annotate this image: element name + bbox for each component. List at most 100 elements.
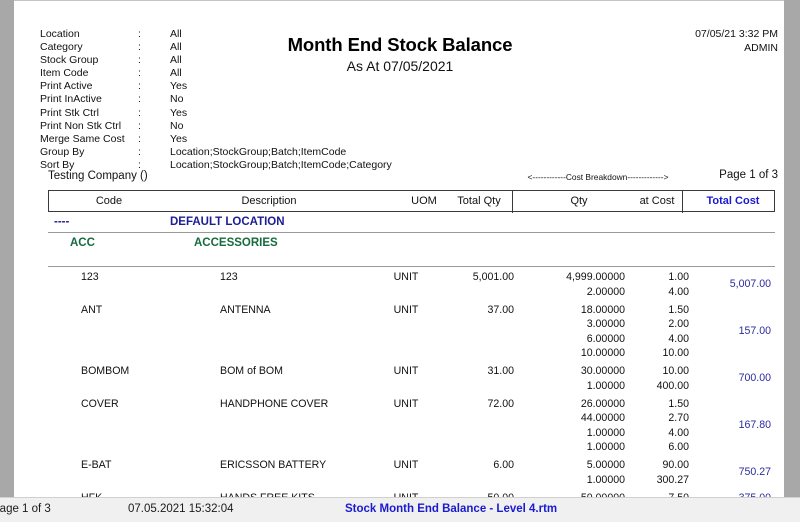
parameter-label: Merge Same Cost bbox=[40, 132, 125, 145]
breakdown-qty: 18.00000 bbox=[580, 303, 625, 316]
parameter-label: Print Stk Ctrl bbox=[40, 106, 99, 119]
parameter-value: All bbox=[170, 41, 182, 54]
breakdown-at-cost: 400.00 bbox=[656, 379, 689, 392]
print-user: ADMIN bbox=[744, 41, 778, 54]
parameter-row: Stock Group: All bbox=[40, 54, 392, 67]
column-header-code: Code bbox=[95, 195, 123, 207]
item-description: BOM of BOM bbox=[220, 365, 283, 377]
parameter-label: Location bbox=[40, 28, 80, 40]
parameter-colon: : bbox=[138, 106, 141, 119]
parameter-value: All bbox=[170, 54, 182, 67]
breakdown-at-cost: 4.00 bbox=[668, 332, 689, 345]
item-total-cost: 157.00 bbox=[738, 325, 771, 338]
cost-breakdown-span-label: <------------Cost Breakdown-------------… bbox=[527, 172, 669, 182]
breakdown-qty: 26.00000 bbox=[580, 397, 625, 410]
stock-group-code: ACC bbox=[70, 237, 95, 249]
page-of-label: Page 1 of 3 bbox=[719, 169, 778, 181]
parameter-label: Category bbox=[40, 41, 83, 54]
item-uom: UNIT bbox=[393, 271, 419, 283]
item-uom: UNIT bbox=[393, 397, 419, 410]
parameter-value: Yes bbox=[170, 80, 188, 93]
parameter-value: All bbox=[170, 67, 182, 80]
item-code: 123 bbox=[81, 271, 99, 283]
company-name: Testing Company () bbox=[48, 170, 148, 182]
status-report-file[interactable]: Stock Month End Balance - Level 4.rtm bbox=[345, 503, 558, 515]
parameter-value: No bbox=[170, 119, 184, 132]
item-description: ERICSSON BATTERY bbox=[220, 459, 327, 471]
header-divider-left bbox=[512, 191, 513, 213]
breakdown-qty: 1.00000 bbox=[586, 441, 625, 453]
items-top-rule bbox=[48, 266, 775, 267]
breakdown-qty: 6.00000 bbox=[586, 332, 625, 345]
parameter-colon: : bbox=[138, 145, 141, 158]
parameter-label: Group By bbox=[40, 145, 85, 158]
stock-group-name: ACCESSORIES bbox=[194, 237, 278, 249]
parameter-row: Print Non Stk Ctrl: No bbox=[40, 120, 392, 133]
breakdown-qty: 10.00000 bbox=[580, 347, 625, 359]
location-group-heading: DEFAULT LOCATION bbox=[170, 216, 285, 228]
parameter-colon: : bbox=[138, 41, 141, 54]
parameter-value: Location;StockGroup;Batch;ItemCode;Categ… bbox=[170, 158, 392, 171]
breakdown-qty: 1.00000 bbox=[586, 473, 625, 486]
parameter-value: Location;StockGroup;Batch;ItemCode bbox=[170, 145, 347, 158]
item-total-cost: 5,007.00 bbox=[729, 278, 771, 291]
item-uom: UNIT bbox=[393, 459, 419, 471]
viewer-vertical-scrollbar[interactable] bbox=[784, 0, 800, 497]
report-page-sheet bbox=[14, 5, 784, 497]
breakdown-at-cost: 1.00 bbox=[668, 271, 689, 283]
parameter-colon: : bbox=[138, 119, 141, 132]
parameter-colon: : bbox=[138, 93, 141, 106]
breakdown-at-cost: 2.00 bbox=[668, 318, 689, 330]
item-total-qty: 5,001.00 bbox=[472, 271, 514, 283]
parameter-colon: : bbox=[138, 67, 141, 80]
parameter-colon: : bbox=[138, 54, 141, 67]
item-code: BOMBOM bbox=[81, 365, 130, 377]
breakdown-qty: 1.00000 bbox=[586, 379, 625, 392]
breakdown-at-cost: 300.27 bbox=[656, 473, 689, 486]
breakdown-at-cost: 6.00 bbox=[668, 441, 689, 453]
table-header-row: Code Description UOM Total Qty Qty at Co… bbox=[48, 190, 775, 213]
column-header-total-cost: Total Cost bbox=[706, 195, 760, 207]
parameter-colon: : bbox=[138, 158, 141, 171]
breakdown-at-cost: 4.00 bbox=[668, 285, 689, 298]
parameter-row: Location: All bbox=[40, 28, 392, 41]
breakdown-qty: 5.00000 bbox=[586, 459, 625, 471]
parameter-row: Sort By: Location;StockGroup;Batch;ItemCo… bbox=[40, 159, 392, 172]
location-dashes: ---- bbox=[54, 216, 70, 228]
item-total-cost: 167.80 bbox=[738, 419, 771, 432]
column-header-at-cost: at Cost bbox=[639, 195, 675, 207]
item-uom: UNIT bbox=[393, 303, 419, 316]
report-subtitle: As At 07/05/2021 bbox=[346, 58, 454, 74]
location-group-rule bbox=[48, 232, 775, 233]
parameter-label: Item Code bbox=[40, 67, 89, 80]
parameter-value: No bbox=[170, 93, 184, 106]
report-parameter-list: Location: All Category: All Stock Group: All I… bbox=[40, 28, 392, 172]
parameter-colon: : bbox=[138, 132, 141, 145]
breakdown-qty: 1.00000 bbox=[586, 426, 625, 439]
breakdown-qty: 3.00000 bbox=[586, 318, 625, 330]
status-bar: Page 1 of 3 07.05.2021 15:32:04 Stock Mo… bbox=[0, 497, 800, 522]
item-total-qty: 6.00 bbox=[493, 459, 514, 471]
parameter-label: Print Non Stk Ctrl bbox=[40, 119, 122, 132]
item-total-qty: 37.00 bbox=[487, 303, 514, 316]
parameter-row: Group By: Location;StockGroup;Batch;ItemC… bbox=[40, 146, 392, 159]
breakdown-at-cost: 2.70 bbox=[668, 412, 689, 424]
breakdown-at-cost: 90.00 bbox=[662, 459, 689, 471]
page-top-edge bbox=[14, 0, 784, 5]
breakdown-qty: 30.00000 bbox=[580, 365, 625, 377]
item-total-qty: 72.00 bbox=[487, 397, 514, 410]
column-header-total-qty: Total Qty bbox=[457, 195, 501, 207]
breakdown-at-cost: 10.00 bbox=[662, 347, 689, 359]
item-description: 123 bbox=[220, 271, 238, 283]
column-header-uom: UOM bbox=[411, 195, 437, 207]
parameter-value: All bbox=[170, 28, 182, 40]
item-code: E-BAT bbox=[81, 459, 112, 471]
parameter-colon: : bbox=[138, 80, 141, 93]
breakdown-qty: 2.00000 bbox=[586, 285, 625, 298]
breakdown-at-cost: 1.50 bbox=[668, 397, 689, 410]
parameter-value: Yes bbox=[170, 132, 188, 145]
parameter-colon: : bbox=[138, 28, 141, 40]
item-total-cost: 750.27 bbox=[738, 466, 771, 479]
parameter-row: Print Active: Yes bbox=[40, 80, 392, 93]
